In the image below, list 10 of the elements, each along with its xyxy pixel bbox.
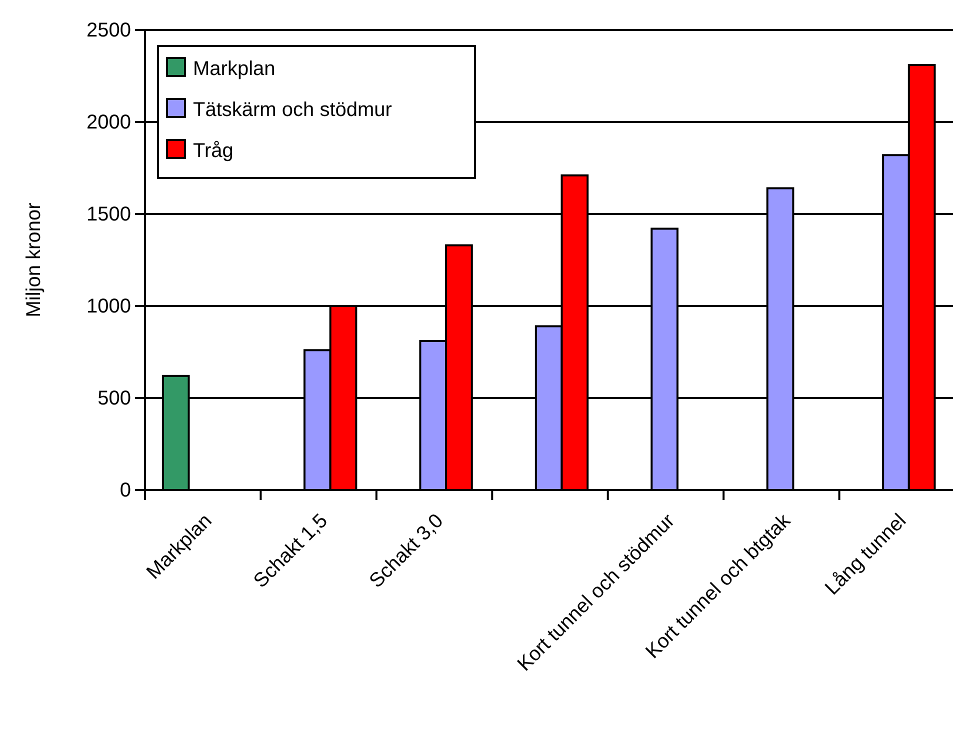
legend-label: Markplan: [193, 58, 276, 80]
y-tick-label: 2000: [86, 111, 131, 134]
legend-label: Tråg: [193, 140, 234, 162]
y-axis-title: Miljon kronor: [23, 202, 45, 318]
y-tick-label: 1000: [86, 295, 131, 318]
y-tick-label: 1500: [86, 203, 131, 226]
y-tick-label: 2500: [86, 19, 131, 42]
y-tick-label: 500: [98, 387, 131, 410]
y-tick-label: 0: [120, 479, 131, 502]
legend-label: Tätskärm och stödmur: [193, 99, 392, 121]
